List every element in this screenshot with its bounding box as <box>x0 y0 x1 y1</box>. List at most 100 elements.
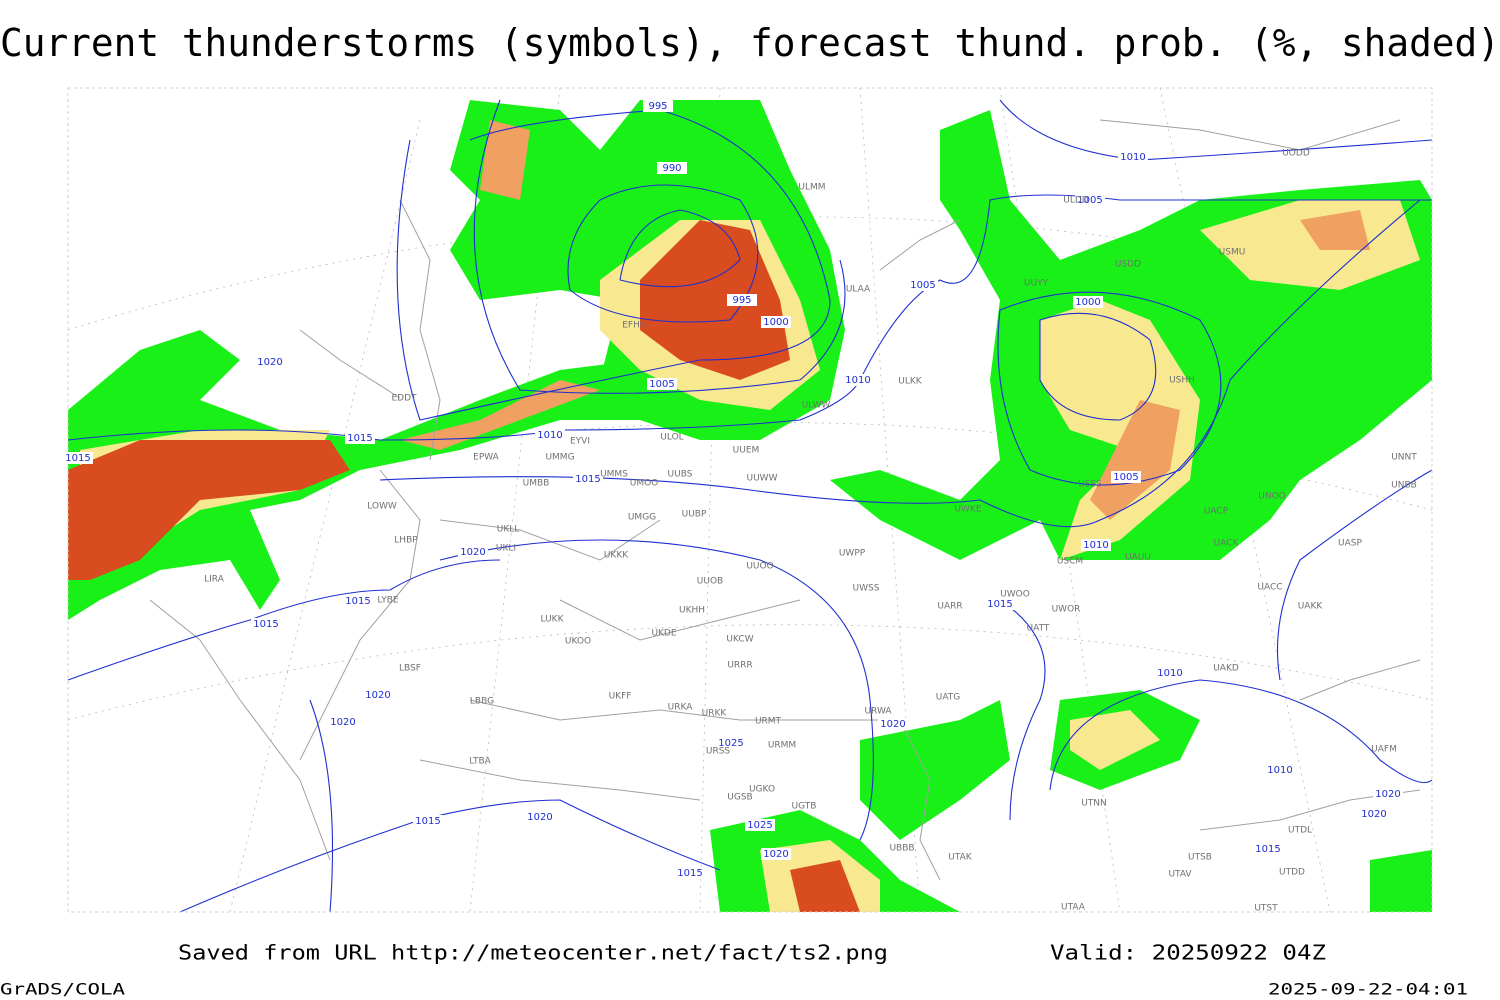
isobar-label-bg <box>1118 151 1148 163</box>
isobar-label-bg <box>1253 843 1283 855</box>
station-label: UTSB <box>1188 853 1212 863</box>
shading-part <box>1300 210 1370 250</box>
isobar-label-bg <box>675 867 705 879</box>
isobar-label: 1010 <box>1157 668 1182 679</box>
isobar-label-bg <box>908 279 938 291</box>
isobar-label: 990 <box>662 163 681 174</box>
isobars-part <box>379 199 1421 528</box>
isobar-label: 1015 <box>677 868 702 879</box>
station-label: UMMS <box>600 470 628 480</box>
isobar-label-bg <box>251 618 281 630</box>
station-label: UGKO <box>749 785 775 795</box>
software-credit: GrADS/COLA <box>0 980 125 999</box>
station-label: UACP <box>1204 507 1229 517</box>
station-label: UATT <box>1027 624 1050 634</box>
isobar-label-bg <box>1373 788 1403 800</box>
station-label: UAKK <box>1298 602 1324 612</box>
isobar-label: 995 <box>648 101 667 112</box>
isobar-label: 1010 <box>1120 152 1145 163</box>
isobar-label-bg <box>573 473 603 485</box>
isobar-label: 1000 <box>763 317 788 328</box>
shading <box>68 100 1432 912</box>
station-label: ULWW <box>802 401 831 411</box>
station-label: EYVI <box>570 437 590 447</box>
isobars-part <box>179 699 721 913</box>
station-label: UAUU <box>1125 553 1151 563</box>
isobar-label: 1020 <box>460 547 485 558</box>
isobar-label-bg <box>363 689 393 701</box>
station-label: USHH <box>1169 376 1195 386</box>
station-label: UTNN <box>1081 799 1107 809</box>
station-label: UBBB <box>889 844 914 854</box>
shading-part <box>640 220 790 380</box>
station-label: UKLI <box>496 544 516 554</box>
station-label: URSS <box>706 747 731 757</box>
station-label: URMM <box>768 741 796 751</box>
isobar-label-bg <box>761 316 791 328</box>
station-label: UWKE <box>954 505 981 515</box>
station-label: EPWA <box>473 453 500 463</box>
isobar-label-bg <box>727 294 757 306</box>
station-label: UUBP <box>682 510 707 520</box>
isobar-label: 1015 <box>1255 844 1280 855</box>
isobar-label-bg <box>1265 764 1295 776</box>
isobar-label: 1010 <box>537 430 562 441</box>
station-label: ULOL <box>660 433 683 443</box>
station-label: LHBP <box>394 536 418 546</box>
station-label: URRR <box>727 661 752 671</box>
isobar-label-bg <box>328 716 358 728</box>
station-label: UMMG <box>545 453 574 463</box>
isobar-label: 1020 <box>1375 789 1400 800</box>
station-label: UUBS <box>668 470 693 480</box>
shading-part <box>68 440 350 580</box>
valid-time: Valid: 20250922 04Z <box>1050 941 1326 965</box>
isobar-label-bg <box>878 718 908 730</box>
station-label: UMOO <box>630 479 659 489</box>
isobar-label-bg <box>647 378 677 390</box>
station-label: UKFF <box>609 692 632 702</box>
station-label: UWOO <box>1000 590 1030 600</box>
isobar-label-bg <box>535 429 565 441</box>
station-label: ULAA <box>846 285 871 295</box>
isobar-label-bg <box>525 811 555 823</box>
isobar-labels: 995 990 995 1000 1005 1010 1015 1020 1015 1015 102… <box>63 100 1403 879</box>
shading-part <box>1040 300 1200 560</box>
station-label: UTST <box>1254 904 1278 914</box>
isobar-label: 1005 <box>910 280 935 291</box>
station-label: UAKD <box>1213 664 1239 674</box>
station-label: UMGG <box>628 513 656 523</box>
isobars-part <box>473 99 846 394</box>
isobar-label-bg <box>1155 667 1185 679</box>
station-label: UKHH <box>679 606 705 616</box>
plot-frame <box>67 87 1433 913</box>
shading-part <box>790 860 860 912</box>
isobar-label-bg <box>716 737 746 749</box>
station-label: URMT <box>755 717 782 727</box>
isobar-label: 1025 <box>747 820 772 831</box>
isobar-label: 1010 <box>1083 540 1108 551</box>
station-label: USCM <box>1057 557 1083 567</box>
isobar-label-bg <box>255 356 285 368</box>
isobar-label-bg <box>458 546 488 558</box>
isobar-label: 1015 <box>415 816 440 827</box>
isobar-label: 1020 <box>257 357 282 368</box>
station-label: EFHK <box>622 321 647 331</box>
isobar-label: 1015 <box>253 619 278 630</box>
station-label: UKLL <box>497 525 520 535</box>
isobar-label-bg <box>745 819 775 831</box>
isobars-part <box>67 559 501 681</box>
isobar-label: 1005 <box>1077 195 1102 206</box>
isobar-label-bg <box>985 598 1015 610</box>
station-label: UODD <box>1282 149 1310 159</box>
station-label: USSS <box>1078 480 1102 490</box>
station-label: LBSF <box>399 664 421 674</box>
station-label: URKA <box>668 703 694 713</box>
station-label: USMU <box>1219 248 1246 258</box>
isobar-label: 1020 <box>880 719 905 730</box>
isobar-label: 1005 <box>1113 472 1138 483</box>
shading-part <box>1370 850 1432 912</box>
station-label: UNBB <box>1391 481 1417 491</box>
isobars-part <box>1039 312 1157 421</box>
